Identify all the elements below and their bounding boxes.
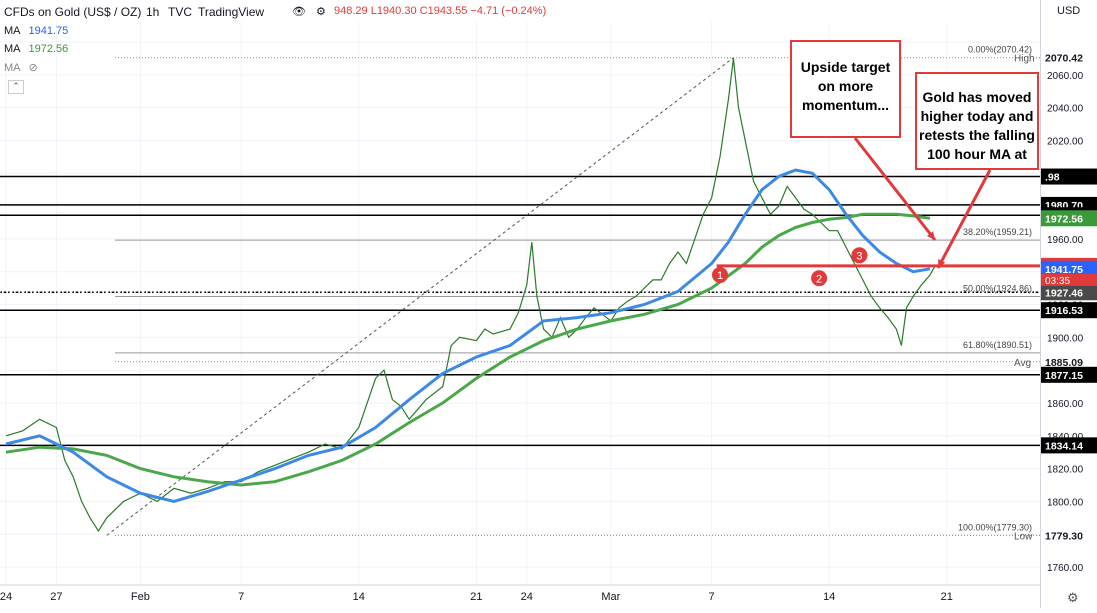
price-tag — [1041, 210, 1097, 227]
marker-3 — [851, 247, 868, 264]
price-tag-text: 1877.15 — [1045, 370, 1083, 382]
interval-label[interactable]: 1h — [146, 5, 160, 19]
ma-100-value: 1941.75 — [28, 25, 69, 37]
ma-200-value: 1972.56 — [28, 43, 69, 55]
y-tick-label: 2020.00 — [1047, 136, 1084, 147]
y-tick-label: 1960.00 — [1047, 235, 1084, 246]
callout-arrows — [853, 137, 992, 269]
x-tick-label: 21 — [941, 591, 953, 603]
symbol-title[interactable]: CFDs on Gold (US$ / OZ) — [4, 5, 142, 19]
price-tag — [1041, 284, 1097, 301]
marker-label: 2 — [816, 273, 822, 285]
ma-legend-1[interactable]: MA 1941.75 — [4, 25, 69, 37]
price-tag-label: Low — [1014, 531, 1033, 542]
y-tick-label: 2060.00 — [1047, 71, 1084, 82]
y-tick-label: 1860.00 — [1047, 399, 1084, 410]
fib-label: 0.00%(2070.42) — [968, 45, 1032, 55]
price-tag-text: 2070.42 — [1045, 53, 1083, 65]
price-tag — [1041, 527, 1097, 544]
brand-label: TradingView — [198, 5, 265, 19]
price-axis[interactable]: 1760.001780.001800.001820.001840.001860.… — [1040, 0, 1097, 608]
callout-arrow — [853, 137, 937, 241]
price-tag-text: .98 — [1045, 172, 1060, 184]
price-tag-text: 1916.53 — [1045, 305, 1083, 317]
y-tick-label: 1800.00 — [1047, 497, 1084, 508]
x-tick-label: 21 — [470, 591, 482, 603]
price-tag — [1041, 353, 1097, 370]
x-tick-label: 24 — [0, 591, 12, 603]
marker-2 — [811, 270, 828, 287]
chart-header: CFDs on Gold (US$ / OZ) 1h TVC TradingVi… — [0, 0, 1080, 22]
x-axis: 24 27 Feb 7 14 21 24 Mar 7 14 21 — [0, 584, 1040, 603]
x-tick-label: 7 — [709, 591, 715, 603]
source-label: TVC — [168, 5, 192, 19]
ma-100-line — [5, 168, 931, 503]
price-tag-text: 1885.09 — [1045, 357, 1083, 369]
arrow-head — [938, 259, 946, 268]
fib-label: 38.20%(1959.21) — [963, 227, 1032, 237]
currency-selector[interactable]: USD — [1057, 5, 1081, 17]
ma-legend-3[interactable]: MA ⊘ — [4, 62, 38, 74]
price-tag — [1041, 49, 1097, 66]
collapse-legend-icon[interactable]: ⌃ — [8, 80, 24, 94]
fibonacci-levels: 0.00%(2070.42) 38.20%(1959.21) 50.00%(1924… — [115, 45, 1040, 532]
price-tag — [1041, 437, 1097, 454]
x-tick-label: Mar — [601, 591, 620, 603]
x-tick-label: 24 — [521, 591, 533, 603]
y-tick-label: 1840.00 — [1047, 432, 1084, 443]
marker-1 — [712, 266, 728, 283]
axis-settings-icon: ⚙ — [1067, 591, 1079, 606]
marker-label: 3 — [856, 250, 862, 262]
price-tag — [1041, 260, 1097, 277]
callout-upside-target: Upside target on more momentum... — [790, 40, 901, 138]
horizontal-levels — [0, 57, 1040, 536]
y-tick-label: 2040.00 — [1047, 104, 1084, 115]
y-tick-label: 1820.00 — [1047, 465, 1084, 476]
x-tick-label: 7 — [238, 591, 244, 603]
price-tag-text: 1972.56 — [1045, 213, 1083, 225]
x-tick-label: 14 — [823, 591, 835, 603]
settings-icon[interactable]: ⚙ — [316, 6, 326, 18]
price-tag-text: 1834.14 — [1045, 440, 1083, 452]
price-tag — [1041, 366, 1097, 383]
price-series — [5, 58, 936, 533]
arrow-head — [926, 231, 935, 240]
fib-label: 100.00%(1779.30) — [958, 522, 1032, 532]
countdown-tag — [1041, 273, 1097, 286]
callout-gold-retest: Gold has moved higher today and retests … — [915, 72, 1039, 170]
y-tick-label: 1760.00 — [1047, 563, 1084, 574]
marker-label: 1 — [717, 270, 723, 282]
ma-legend-2[interactable]: MA 1972.56 — [4, 43, 69, 55]
price-tag-label: Avg — [1014, 358, 1031, 369]
hidden-eye-icon: ⊘ — [28, 62, 38, 74]
x-tick-label: 27 — [50, 591, 62, 603]
price-tag — [1041, 168, 1097, 185]
callout-arrow — [936, 169, 992, 269]
x-tick-label: 14 — [353, 591, 365, 603]
ohlc-values: 948.29 L1940.30 C1943.55 −4.71 (−0.24%) — [334, 5, 547, 17]
countdown-text: 03:35 — [1045, 276, 1070, 287]
price-tag-label: High — [1014, 54, 1035, 65]
eye-icon[interactable]: 👁 — [292, 6, 306, 18]
fib-label: 61.80%(1890.51) — [963, 340, 1032, 350]
price-tag-text: 1927.46 — [1045, 287, 1083, 299]
price-tag-text: 1941.75 — [1045, 264, 1083, 276]
y-tick-label: 1900.00 — [1047, 333, 1084, 344]
x-tick-label: Feb — [131, 591, 150, 603]
chart-grid — [0, 22, 1040, 585]
fibonacci-trendline — [106, 57, 734, 536]
fib-label: 50.00%(1924.86) — [963, 284, 1032, 294]
price-tag-text: 1779.30 — [1045, 530, 1083, 542]
price-tag — [1041, 302, 1097, 319]
ma-200-line — [5, 212, 931, 487]
numbered-markers: 1 2 3 — [712, 247, 868, 287]
